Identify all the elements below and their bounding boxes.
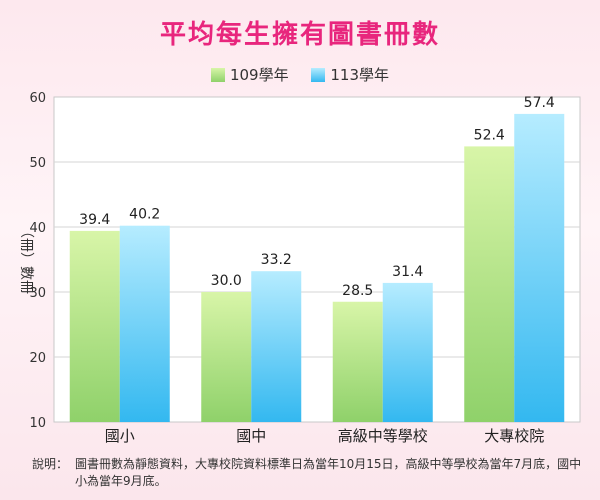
bar-109-0 xyxy=(69,230,120,422)
y-tick-label: 60 xyxy=(29,91,46,106)
legend-label-113: 113學年 xyxy=(330,66,390,84)
bar-109-2 xyxy=(332,301,383,422)
legend-item-109: 109學年 xyxy=(210,64,289,85)
bar-113-3 xyxy=(514,113,565,423)
y-tick-label: 30 xyxy=(29,286,46,301)
legend-swatch-113 xyxy=(311,68,326,82)
x-tick-label: 高級中等學校 xyxy=(338,427,428,445)
y-tick-label: 10 xyxy=(29,416,46,431)
value-label-113-0: 40.2 xyxy=(129,207,160,223)
legend-swatch-109 xyxy=(210,68,225,82)
bar-113-1 xyxy=(251,271,302,422)
y-tick-label: 40 xyxy=(29,221,46,236)
x-tick-label: 國小 xyxy=(105,427,135,445)
x-axis-ticks: 國小 國中 高級中等學校 大專校院 xyxy=(105,427,545,445)
value-labels: 39.4 40.2 30.0 33.2 28.5 31.4 52.4 57.4 xyxy=(79,95,555,299)
bar-113-2 xyxy=(382,282,433,422)
chart-title: 平均每生擁有圖書冊數 xyxy=(159,20,440,50)
y-tick-label: 20 xyxy=(29,351,46,366)
legend: 109學年 113學年 xyxy=(0,64,600,85)
bar-109-3 xyxy=(464,146,515,422)
legend-label-109: 109學年 xyxy=(229,66,289,84)
value-label-113-3: 57.4 xyxy=(524,95,555,111)
value-label-109-0: 39.4 xyxy=(79,212,110,228)
value-label-113-2: 31.4 xyxy=(392,264,423,280)
value-label-113-1: 33.2 xyxy=(261,252,292,268)
bar-109-1 xyxy=(201,292,252,422)
legend-item-113: 113學年 xyxy=(311,64,389,85)
value-label-109-3: 52.4 xyxy=(474,127,505,143)
footnote-label: 說明： xyxy=(32,457,69,471)
x-tick-label: 大專校院 xyxy=(484,427,544,445)
value-label-109-2: 28.5 xyxy=(342,283,373,299)
bars xyxy=(69,113,565,423)
value-label-109-1: 30.0 xyxy=(211,273,242,289)
y-axis-label: （冊）數冊 xyxy=(18,224,34,294)
y-tick-label: 50 xyxy=(29,156,46,171)
x-tick-label: 國中 xyxy=(236,427,266,445)
footnote-text: 圖書冊數為靜態資料，大專校院資料標準日為當年10月15日，高級中等學校為當年7月… xyxy=(75,457,582,488)
bar-113-0 xyxy=(119,225,170,422)
y-axis-ticks: 10 20 30 40 50 60 xyxy=(29,91,46,431)
